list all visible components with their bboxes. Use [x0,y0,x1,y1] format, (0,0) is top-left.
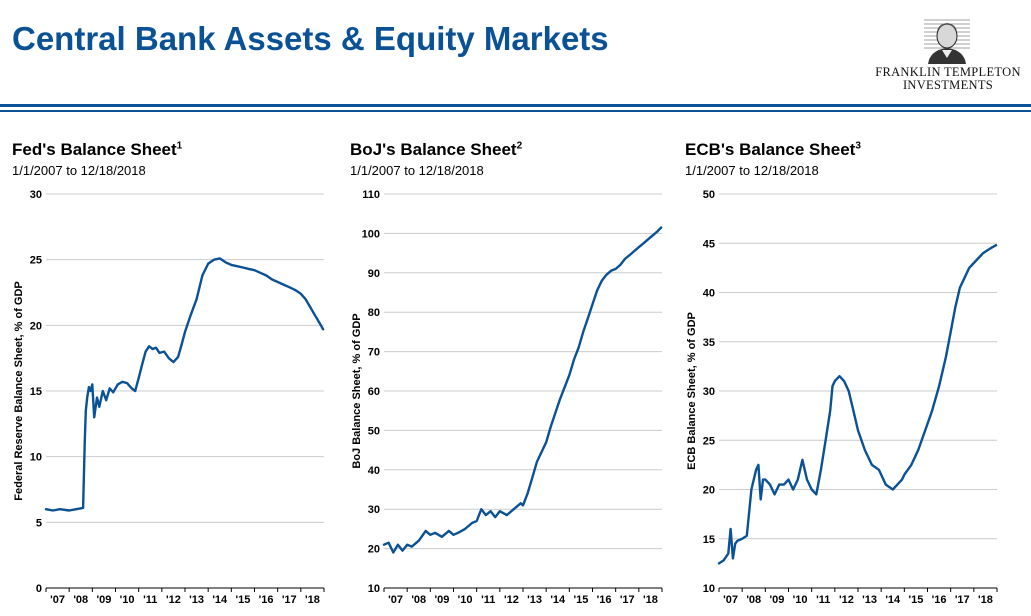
x-tick-label: '14 [885,594,901,606]
x-tick-label: '17 [282,594,297,606]
series-line [382,226,663,554]
y-tick-label: 60 [368,386,380,398]
y-tick-label: 15 [30,386,42,398]
y-axis-title: BoJ Balance Sheet, % of GDP [351,313,363,468]
franklin-templeton-logo: FRANKLIN TEMPLETON INVESTMENTS [868,14,1028,94]
header-rule-bottom [0,110,1031,112]
chart-title: ECB's Balance Sheet3 [685,140,861,159]
y-tick-label: 45 [703,238,715,250]
x-tick-label: '07 [50,594,65,606]
x-tick-label: '09 [434,594,449,606]
x-tick-label: '12 [504,594,519,606]
fed-chart: 0 5 10 15 20 25 30 '07 '08 '09 '10 '11 '12 '13 '14 '15 '… [13,189,325,606]
x-tick-label: '13 [862,594,877,606]
logo-text-line2: INVESTMENTS [902,78,994,92]
x-tick-label: '07 [723,594,738,606]
x-tick-label: '11 [816,594,830,606]
x-tick-label: '15 [573,594,588,606]
x-tick-label: '15 [908,594,923,606]
x-tick-label: '11 [481,594,495,606]
y-tick-label: 20 [368,544,380,556]
x-tick-label: '09 [769,594,784,606]
y-tick-label: 70 [368,347,380,359]
y-tick-label: 80 [368,307,380,319]
header-rule-top [0,104,1031,107]
x-tick-label: '13 [527,594,542,606]
ecb-chart-panel: ECB's Balance Sheet3 1/1/2007 to 12/18/2… [685,140,1025,610]
y-tick-label: 40 [703,288,715,300]
y-tick-label: 40 [368,465,380,477]
y-tick-label: 5 [36,517,42,529]
logo-text-line1: FRANKLIN TEMPLETON [875,65,1021,79]
x-tick-label: '15 [235,594,250,606]
y-tick-label: 10 [30,452,42,464]
x-tick-label: '16 [259,594,274,606]
x-tick-label: '18 [643,594,658,606]
ecb-chart: 10 15 20 25 30 35 40 45 50 '07 '08 '09 '10 '11 '12 '13 '… [686,189,998,606]
y-tick-label: 100 [362,228,380,240]
x-tick-label: '12 [166,594,181,606]
x-tick-label: '17 [620,594,635,606]
y-tick-label: 30 [368,504,380,516]
x-tick-label: '14 [550,594,566,606]
y-tick-label: 50 [368,425,380,437]
y-tick-label: 35 [703,337,715,349]
y-tick-label: 20 [30,320,42,332]
y-tick-label: 90 [368,268,380,280]
x-tick-label: '07 [388,594,403,606]
page-title: Central Bank Assets & Equity Markets [12,20,609,57]
x-tick-label: '12 [839,594,854,606]
x-tick-label: '13 [189,594,204,606]
y-axis-title: ECB Balance Sheet, % of GDP [686,312,698,470]
y-tick-label: 15 [703,534,715,546]
boj-chart: 10 20 30 40 50 60 70 80 90 100 110 '07 '08 '09 '10 '11 '… [351,189,663,606]
y-tick-label: 20 [703,485,715,497]
series-line [44,257,325,512]
y-axis-title: Federal Reserve Balance Sheet, % of GDP [13,281,25,500]
chart-subtitle: 1/1/2007 to 12/18/2018 [685,163,819,178]
chart-footnote: 3 [855,140,861,152]
x-tick-label: '10 [458,594,473,606]
x-tick-label: '17 [955,594,970,606]
x-tick-label: '08 [411,594,426,606]
y-tick-label: 110 [362,189,380,201]
series-line [717,244,998,565]
y-tick-label: 25 [703,435,715,447]
chart-subtitle: 1/1/2007 to 12/18/2018 [12,163,146,178]
chart-title: BoJ's Balance Sheet2 [350,140,523,159]
x-tick-label: '10 [793,594,808,606]
y-tick-label: 10 [703,583,715,595]
chart-subtitle: 1/1/2007 to 12/18/2018 [350,163,484,178]
boj-chart-panel: BoJ's Balance Sheet2 1/1/2007 to 12/18/2… [350,140,690,610]
chart-footnote: 1 [176,140,183,152]
x-tick-label: '08 [73,594,88,606]
x-tick-label: '18 [305,594,320,606]
x-tick-label: '16 [932,594,947,606]
x-tick-label: '09 [96,594,111,606]
chart-title: Fed's Balance Sheet1 [12,140,183,159]
y-tick-label: 30 [703,386,715,398]
y-tick-label: 10 [368,583,380,595]
x-tick-label: '10 [120,594,135,606]
y-tick-label: 50 [703,189,715,201]
y-tick-label: 25 [30,255,42,267]
y-tick-label: 0 [36,583,42,595]
x-tick-label: '08 [746,594,761,606]
franklin-portrait-icon [920,14,974,64]
x-tick-label: '18 [978,594,993,606]
chart-footnote: 2 [516,140,523,152]
fed-chart-panel: Fed's Balance Sheet1 1/1/2007 to 12/18/2… [12,140,352,610]
x-tick-label: '11 [143,594,157,606]
y-tick-label: 30 [30,189,42,201]
x-tick-label: '16 [597,594,612,606]
x-tick-label: '14 [212,594,228,606]
